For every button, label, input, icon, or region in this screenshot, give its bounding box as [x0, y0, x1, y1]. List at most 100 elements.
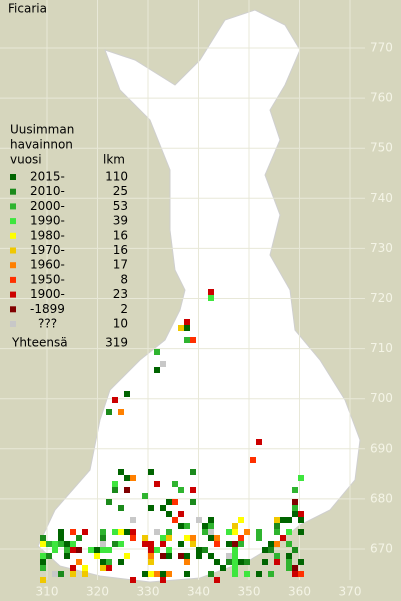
record-square: [286, 529, 292, 535]
record-square: [220, 565, 226, 571]
record-square: [178, 553, 184, 559]
record-square: [64, 547, 70, 553]
record-square: [118, 529, 124, 535]
record-square: [238, 535, 244, 541]
northing-label: 760: [370, 91, 393, 105]
record-square: [106, 547, 112, 553]
record-square: [106, 565, 112, 571]
northing-label: 740: [370, 191, 393, 205]
record-square: [280, 535, 286, 541]
record-square: [202, 547, 208, 553]
record-square: [232, 571, 238, 577]
legend-swatch: [10, 321, 16, 327]
easting-label: 310: [36, 585, 59, 599]
legend-count: 10: [113, 317, 128, 331]
record-square: [286, 553, 292, 559]
legend-count: 2: [120, 302, 128, 316]
record-square: [238, 559, 244, 565]
legend-label: 1900-: [30, 287, 65, 301]
record-square: [298, 475, 304, 481]
record-square: [172, 517, 178, 523]
record-square: [232, 559, 238, 565]
record-square: [94, 547, 100, 553]
northing-label: 750: [370, 141, 393, 155]
record-square: [232, 547, 238, 553]
record-square: [124, 475, 130, 481]
record-square: [286, 565, 292, 571]
legend-swatch: [10, 291, 16, 298]
record-square: [148, 505, 154, 511]
record-square: [76, 547, 82, 553]
northing-label: 670: [370, 542, 393, 556]
record-square: [130, 517, 136, 523]
record-square: [130, 529, 136, 535]
record-square: [256, 571, 262, 577]
record-square: [196, 517, 202, 523]
legend-count: 53: [113, 199, 128, 213]
record-square: [208, 289, 214, 295]
legend-label: -1899: [30, 302, 65, 316]
record-square: [118, 505, 124, 511]
record-square: [298, 517, 304, 523]
record-square: [190, 337, 196, 343]
easting-label: 340: [187, 585, 210, 599]
record-square: [82, 565, 88, 571]
record-square: [76, 535, 82, 541]
record-square: [64, 553, 70, 559]
record-square: [184, 535, 190, 541]
record-square: [184, 337, 190, 343]
record-square: [100, 541, 106, 547]
record-square: [40, 553, 46, 559]
record-square: [154, 481, 160, 487]
northing-label: 770: [370, 41, 393, 55]
record-square: [232, 523, 238, 529]
record-square: [100, 559, 106, 565]
legend-count: 8: [120, 272, 128, 286]
record-square: [256, 439, 262, 445]
record-square: [178, 325, 184, 331]
record-square: [148, 547, 154, 553]
legend-count-heading: lkm: [103, 153, 125, 167]
record-square: [70, 541, 76, 547]
record-square: [268, 547, 274, 553]
legend-label: 2000-: [30, 199, 65, 213]
record-square: [166, 553, 172, 559]
record-square: [100, 529, 106, 535]
record-square: [130, 577, 136, 583]
legend-total: 319: [105, 336, 128, 350]
record-square: [208, 295, 214, 301]
record-square: [184, 553, 190, 559]
record-square: [226, 559, 232, 565]
record-square: [286, 559, 292, 565]
record-square: [160, 361, 166, 367]
record-square: [40, 541, 46, 547]
record-square: [256, 529, 262, 535]
record-square: [208, 571, 214, 577]
record-square: [148, 559, 154, 565]
record-square: [292, 487, 298, 493]
record-square: [238, 517, 244, 523]
record-square: [202, 529, 208, 535]
legend-label: 1950-: [30, 272, 65, 286]
legend-label: 1970-: [30, 243, 65, 257]
record-square: [166, 529, 172, 535]
record-square: [214, 541, 220, 547]
record-square: [250, 457, 256, 463]
record-square: [100, 535, 106, 541]
northing-label: 720: [370, 291, 393, 305]
legend-swatch: [10, 174, 16, 180]
record-square: [226, 541, 232, 547]
record-square: [166, 511, 172, 517]
legend-label: ???: [38, 317, 57, 331]
record-square: [292, 571, 298, 577]
record-square: [112, 529, 118, 535]
legend-swatch: [10, 232, 16, 239]
record-square: [154, 571, 160, 577]
record-square: [160, 577, 166, 583]
record-square: [166, 571, 172, 577]
record-square: [58, 571, 64, 577]
record-square: [244, 529, 250, 535]
legend-count: 16: [113, 243, 128, 257]
